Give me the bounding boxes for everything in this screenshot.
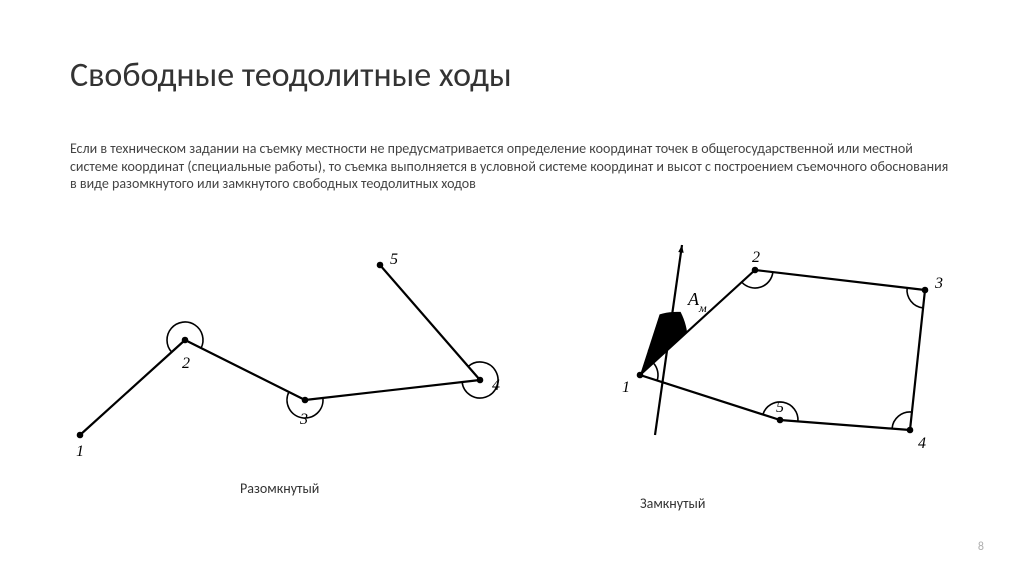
page-title: Свободные теодолитные ходы bbox=[70, 55, 512, 96]
svg-text:3: 3 bbox=[299, 411, 308, 428]
svg-text:3: 3 bbox=[934, 275, 943, 292]
diagram-closed-traverse: Ам 1 2 3 4 5 bbox=[560, 230, 980, 480]
svg-text:4: 4 bbox=[918, 435, 926, 452]
svg-text:1: 1 bbox=[76, 443, 84, 460]
svg-text:2: 2 bbox=[182, 355, 190, 372]
svg-text:4: 4 bbox=[492, 377, 500, 394]
svg-text:1: 1 bbox=[622, 379, 630, 396]
caption-closed: Замкнутый bbox=[640, 495, 705, 512]
page-number: 8 bbox=[978, 540, 984, 554]
svg-text:5: 5 bbox=[390, 251, 398, 268]
diagram-open-traverse: 1 2 3 4 5 bbox=[60, 240, 530, 470]
caption-open: Разомкнутый bbox=[240, 480, 319, 497]
svg-text:5: 5 bbox=[776, 399, 784, 416]
svg-text:2: 2 bbox=[752, 249, 760, 266]
intro-paragraph: Если в техническом задании на съемку мес… bbox=[70, 140, 950, 193]
svg-text:Ам: Ам bbox=[687, 289, 707, 315]
